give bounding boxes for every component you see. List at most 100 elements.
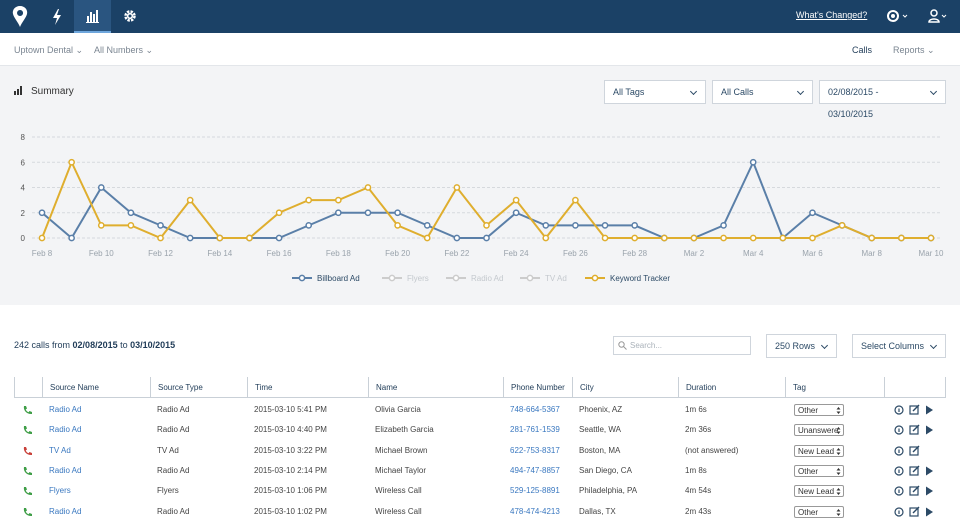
edit-icon[interactable] bbox=[909, 405, 919, 415]
phone-glyph bbox=[23, 487, 32, 496]
column-header[interactable]: Phone Number bbox=[503, 377, 572, 398]
date-dropdown[interactable]: 02/08/2015 - 03/10/2015 bbox=[819, 80, 946, 119]
info-icon[interactable] bbox=[894, 425, 904, 435]
column-header[interactable]: Source Name bbox=[42, 377, 150, 398]
select-arrows bbox=[836, 447, 841, 455]
edit-icon[interactable] bbox=[909, 506, 919, 517]
info-icon[interactable] bbox=[894, 506, 904, 517]
tag-select[interactable]: New Lead bbox=[794, 485, 844, 498]
column-header[interactable]: Tag bbox=[785, 377, 884, 398]
column-header[interactable]: Duration bbox=[678, 377, 785, 398]
info-icon-mark bbox=[898, 428, 900, 433]
numbers-select[interactable]: All Numbers ⌄ bbox=[94, 45, 154, 55]
edit-icon[interactable] bbox=[909, 486, 919, 496]
play-icon[interactable] bbox=[926, 486, 933, 496]
cell-link[interactable]: 748-664-5367 bbox=[510, 405, 560, 414]
info-icon[interactable] bbox=[894, 405, 904, 415]
reports-tab[interactable]: Reports ⌄ bbox=[893, 45, 935, 55]
cell-link[interactable]: Radio Ad bbox=[49, 465, 82, 475]
column-header[interactable]: Time bbox=[247, 377, 368, 398]
calls-dropdown[interactable]: All Calls bbox=[712, 80, 813, 104]
cell-link[interactable]: 529-125-8891 bbox=[510, 486, 560, 496]
play-icon[interactable] bbox=[926, 466, 933, 476]
tag-select[interactable]: Other bbox=[794, 505, 844, 518]
x-tick-label: Mar 2 bbox=[684, 249, 705, 258]
cell-link[interactable]: Flyers bbox=[49, 486, 71, 496]
column-header[interactable]: Name bbox=[368, 377, 503, 398]
edit-icon[interactable] bbox=[909, 425, 919, 435]
x-tick-label: Feb 14 bbox=[207, 249, 232, 258]
info-icon[interactable] bbox=[894, 466, 904, 476]
tag-select[interactable]: Other bbox=[794, 464, 844, 477]
data-point bbox=[38, 234, 46, 242]
cell-link[interactable]: 622-753-8317 bbox=[510, 445, 560, 455]
row-actions bbox=[894, 445, 920, 456]
cell-link[interactable]: Radio Ad bbox=[49, 425, 82, 435]
column-header[interactable]: Source Type bbox=[150, 377, 247, 398]
column-header[interactable]: City bbox=[572, 377, 678, 398]
arrow-shape bbox=[836, 488, 841, 496]
cell: Michael Brown bbox=[375, 445, 428, 455]
x-tick-label: Feb 8 bbox=[32, 249, 53, 258]
settings-icon[interactable] bbox=[124, 10, 136, 22]
cell: 2015-03-10 3:22 PM bbox=[254, 445, 327, 455]
search-box[interactable]: Search... bbox=[613, 336, 751, 355]
cell-link[interactable]: Radio Ad bbox=[49, 506, 82, 516]
edit-icon[interactable] bbox=[909, 466, 919, 476]
data-point bbox=[334, 196, 342, 204]
data-point bbox=[660, 234, 668, 242]
data-point bbox=[483, 222, 490, 229]
tag-value: New Lead bbox=[798, 487, 835, 497]
data-point bbox=[542, 234, 550, 242]
data-point bbox=[720, 222, 727, 229]
cell-link[interactable]: 478-474-4213 bbox=[510, 506, 560, 516]
info-icon[interactable] bbox=[894, 486, 904, 496]
active-tab[interactable] bbox=[74, 0, 111, 33]
user-icon[interactable] bbox=[930, 9, 938, 17]
data-point bbox=[394, 209, 401, 217]
cell: Wireless Call bbox=[375, 506, 422, 516]
account-select[interactable]: Uptown Dental ⌄ bbox=[14, 45, 84, 55]
tag-value: Other bbox=[798, 406, 819, 415]
cell-link[interactable]: Radio Ad bbox=[49, 405, 82, 414]
data-point bbox=[275, 209, 283, 217]
tag-select[interactable]: New Lead bbox=[794, 444, 844, 457]
cell: San Diego, CA bbox=[579, 465, 632, 475]
play-icon[interactable] bbox=[926, 425, 933, 435]
data-point bbox=[483, 234, 490, 242]
support-icon[interactable] bbox=[887, 10, 899, 22]
numbers-name: All Numbers bbox=[94, 45, 144, 55]
edit-icon[interactable] bbox=[909, 445, 919, 456]
arrow-shape bbox=[836, 407, 841, 414]
reports-label: Reports bbox=[893, 45, 925, 55]
cell-link[interactable]: TV Ad bbox=[49, 445, 71, 455]
play-icon[interactable] bbox=[926, 507, 933, 516]
rows-dropdown[interactable]: 250 Rows bbox=[766, 334, 837, 358]
data-point bbox=[157, 234, 164, 242]
tag-select[interactable]: Other bbox=[794, 404, 844, 416]
data-point bbox=[127, 222, 135, 229]
play-icon[interactable] bbox=[926, 405, 933, 415]
calls-tab[interactable]: Calls bbox=[852, 45, 873, 55]
cell: Wireless Call bbox=[375, 486, 422, 496]
cell-link[interactable]: 281-761-1539 bbox=[510, 425, 560, 435]
info-icon[interactable] bbox=[894, 445, 904, 456]
cell: (not answered) bbox=[685, 445, 739, 455]
info-icon-mark bbox=[898, 510, 900, 514]
cell: Flyers bbox=[157, 486, 179, 496]
data-point bbox=[305, 222, 313, 229]
cell-link[interactable]: 494-747-8857 bbox=[510, 465, 560, 475]
tag-select[interactable]: Unanswered bbox=[794, 424, 844, 437]
data-point bbox=[809, 209, 816, 217]
logo[interactable] bbox=[12, 6, 28, 27]
legend-marker bbox=[388, 274, 396, 282]
summary-to: 03/10/2015 bbox=[130, 340, 176, 350]
activity-icon[interactable] bbox=[53, 9, 61, 25]
whats-changed-link[interactable]: What's Changed? bbox=[796, 10, 868, 20]
cell: Radio Ad bbox=[157, 465, 190, 475]
data-point bbox=[127, 209, 135, 217]
y-tick-label: 6 bbox=[21, 158, 26, 167]
legend-marker bbox=[298, 274, 306, 282]
tags-dropdown[interactable]: All Tags bbox=[604, 80, 706, 104]
columns-dropdown[interactable]: Select Columns bbox=[852, 334, 946, 358]
